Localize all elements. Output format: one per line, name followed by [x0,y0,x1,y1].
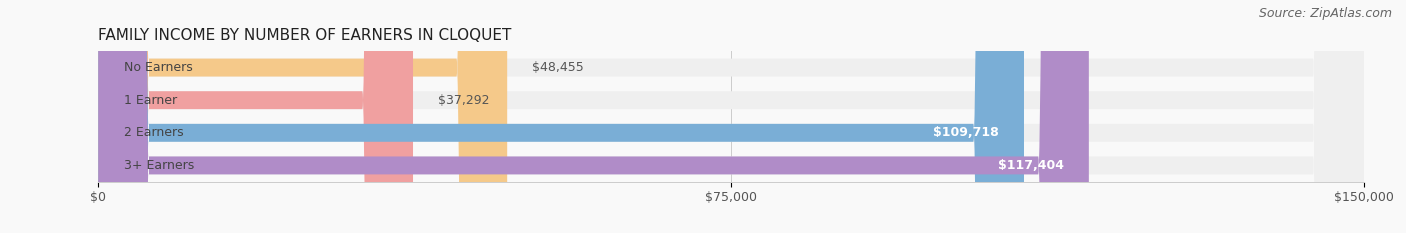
Text: 1 Earner: 1 Earner [124,94,177,107]
FancyBboxPatch shape [98,0,1364,233]
Text: $109,718: $109,718 [934,126,998,139]
FancyBboxPatch shape [98,0,1364,233]
Text: 3+ Earners: 3+ Earners [124,159,194,172]
FancyBboxPatch shape [98,0,413,233]
FancyBboxPatch shape [98,0,1024,233]
Text: $48,455: $48,455 [533,61,585,74]
FancyBboxPatch shape [98,0,508,233]
FancyBboxPatch shape [98,0,1088,233]
FancyBboxPatch shape [98,0,1364,233]
Text: $117,404: $117,404 [997,159,1063,172]
Text: Source: ZipAtlas.com: Source: ZipAtlas.com [1258,7,1392,20]
Text: No Earners: No Earners [124,61,193,74]
FancyBboxPatch shape [98,0,1364,233]
Text: $37,292: $37,292 [439,94,489,107]
Text: FAMILY INCOME BY NUMBER OF EARNERS IN CLOQUET: FAMILY INCOME BY NUMBER OF EARNERS IN CL… [98,28,512,43]
Text: 2 Earners: 2 Earners [124,126,183,139]
